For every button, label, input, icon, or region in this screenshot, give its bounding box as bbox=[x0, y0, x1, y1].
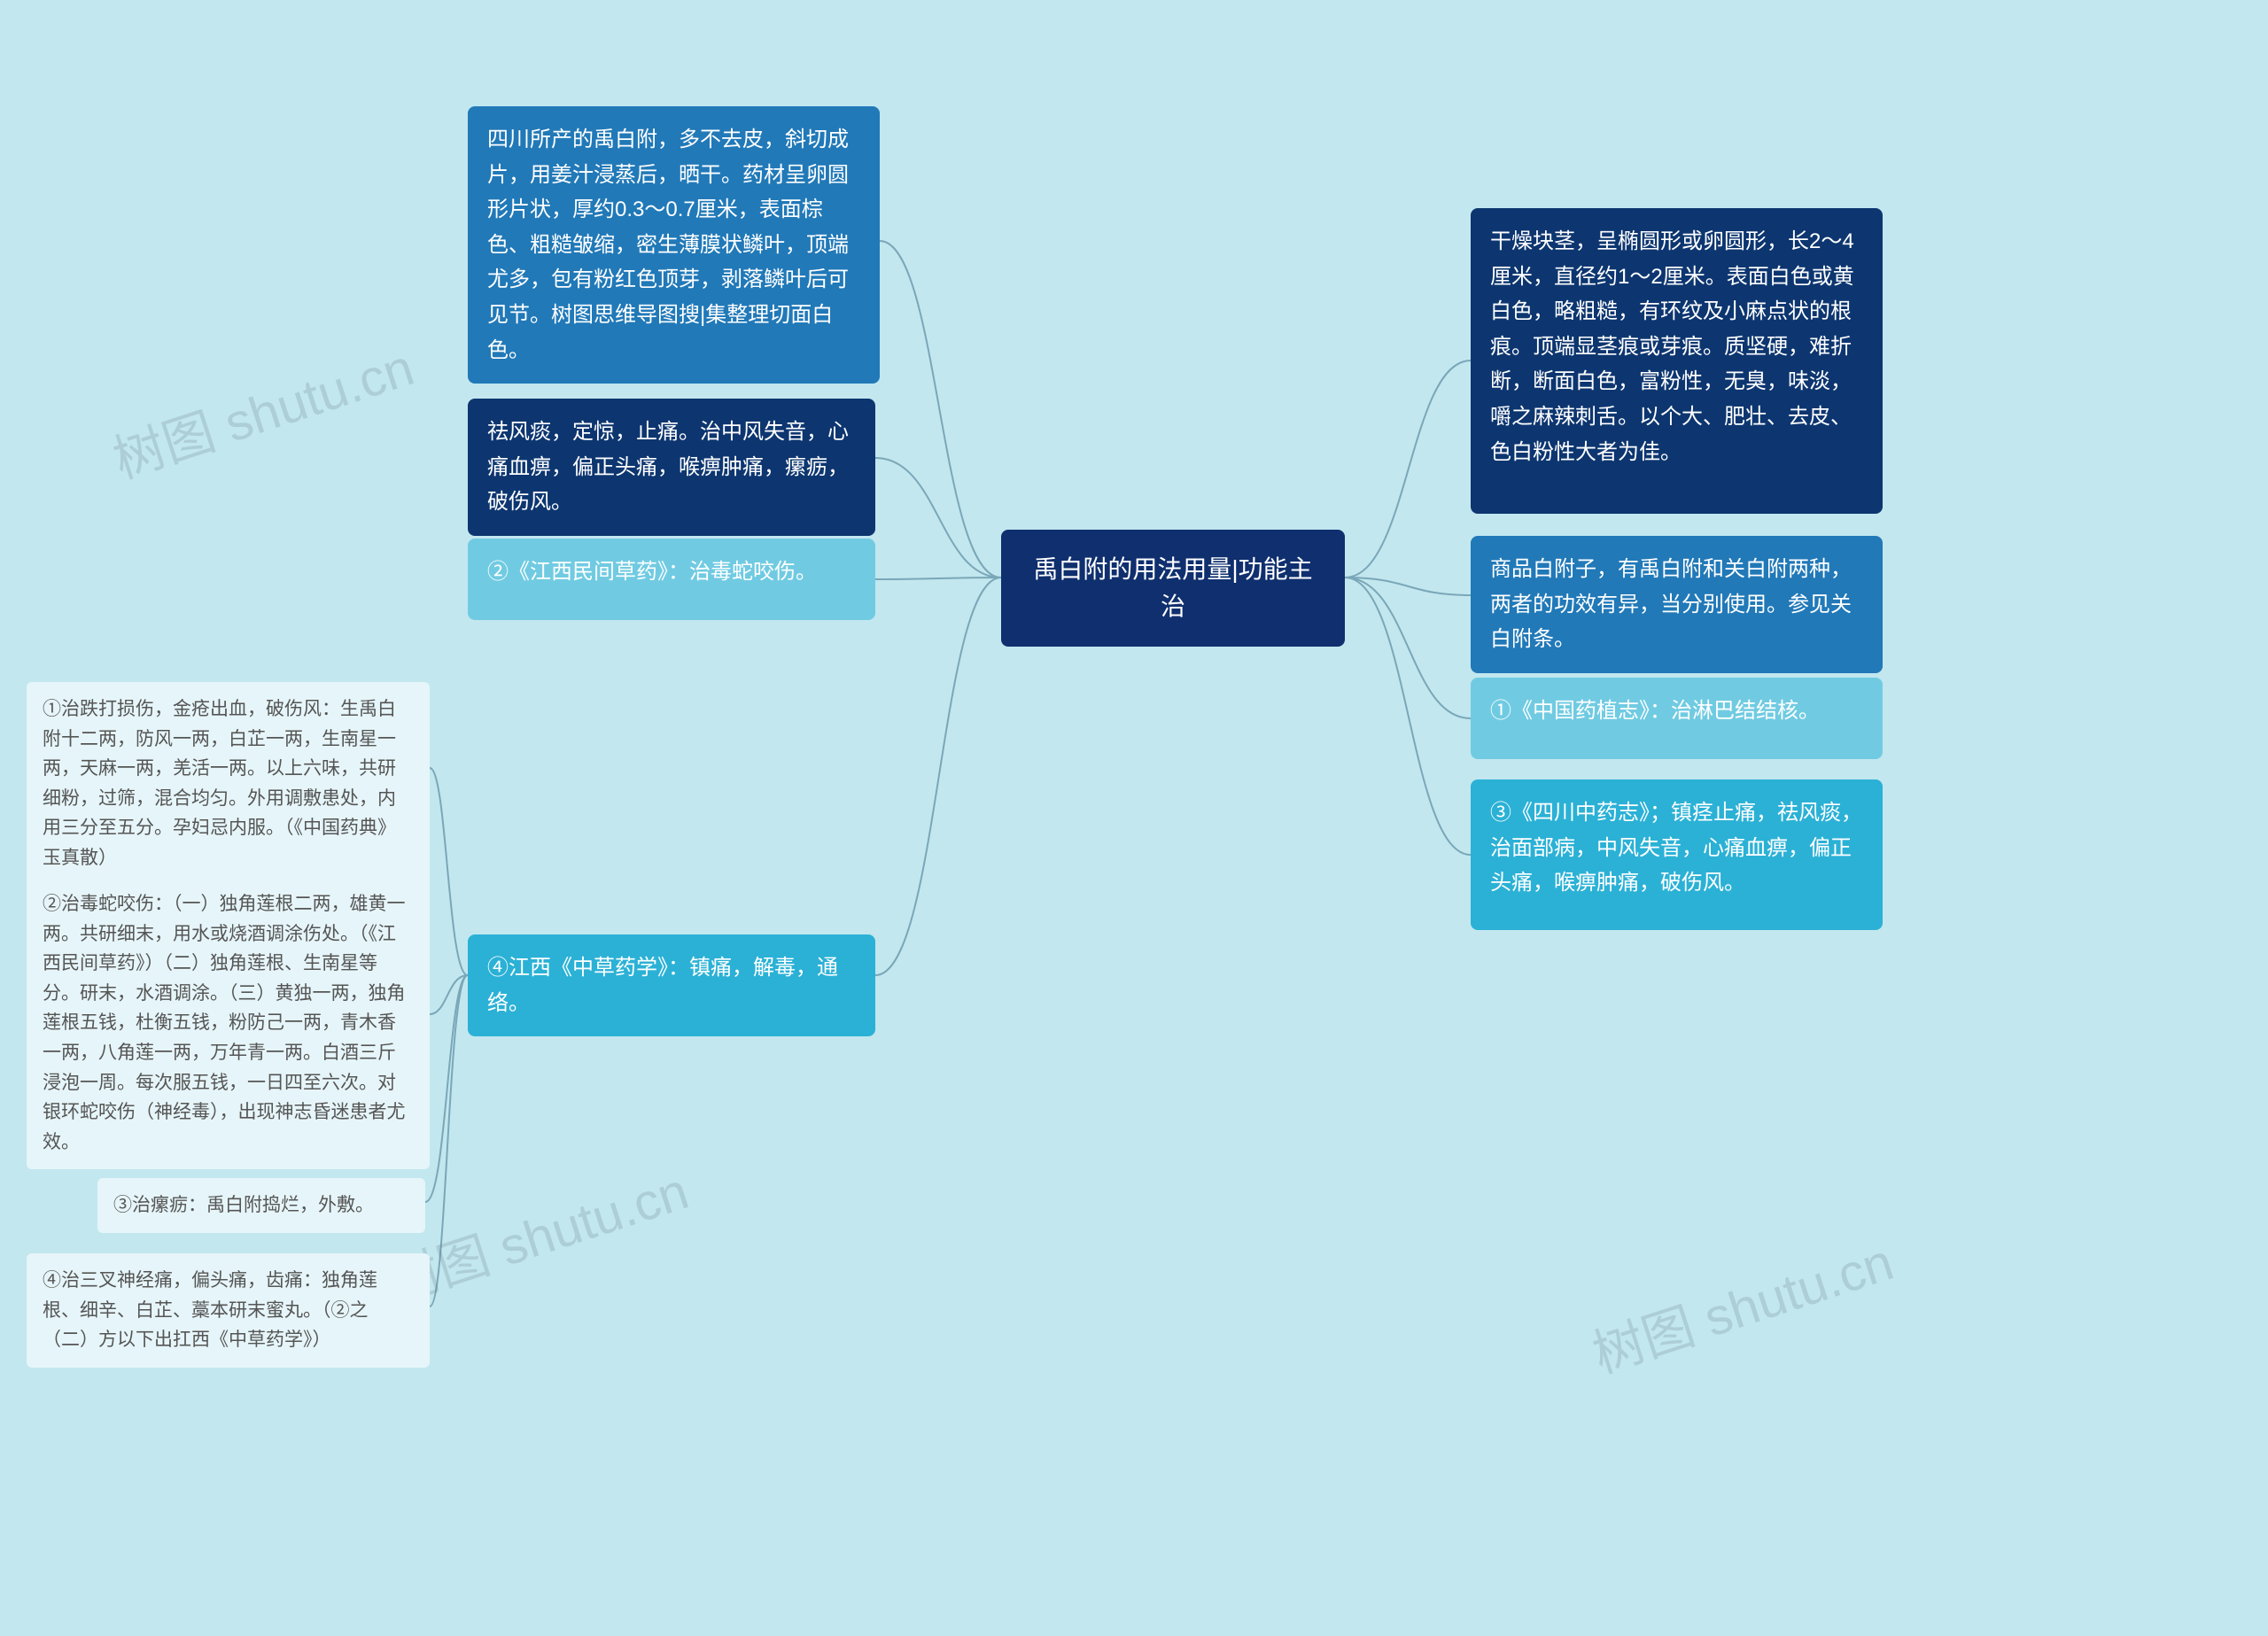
node-right-1: 干燥块茎，呈椭圆形或卵圆形，长2～4厘米，直径约1～2厘米。表面白色或黄白色，略… bbox=[1471, 208, 1883, 514]
node-left-3: ②《江西民间草药》：治毒蛇咬伤。 bbox=[468, 539, 875, 620]
node-right-4: ③《四川中药志》；镇痉止痛，祛风痰，治面部病，中风失音，心痛血痹，偏正头痛，喉痹… bbox=[1471, 779, 1883, 930]
leaf-l4a: ①治跌打损伤，金疮出血，破伤风：生禹白附十二两，防风一两，白芷一两，生南星一两，… bbox=[27, 682, 430, 886]
node-left-4: ④江西《中草药学》：镇痛，解毒，通络。 bbox=[468, 934, 875, 1036]
node-right-3: ①《中国药植志》：治淋巴结结核。 bbox=[1471, 678, 1883, 759]
leaf-l4d: ④治三叉神经痛，偏头痛，齿痛：独角莲根、细辛、白芷、藁本研末蜜丸。（②之（二）方… bbox=[27, 1253, 430, 1368]
node-right-2: 商品白附子，有禹白附和关白附两种，两者的功效有异，当分别使用。参见关白附条。 bbox=[1471, 536, 1883, 673]
node-left-1: 四川所产的禹白附，多不去皮，斜切成片，用姜汁浸蒸后，晒干。药材呈卵圆形片状，厚约… bbox=[468, 106, 880, 384]
leaf-l4c: ③治瘰疬：禹白附捣烂，外敷。 bbox=[97, 1178, 425, 1233]
leaf-l4b: ②治毒蛇咬伤：（一）独角莲根二两，雄黄一两。共研细末，用水或烧酒调涂伤处。（《江… bbox=[27, 877, 430, 1169]
watermark: 树图 shutu.cn bbox=[103, 326, 422, 492]
watermark: 树图 shutu.cn bbox=[1582, 1221, 1901, 1387]
central-node: 禹白附的用法用量|功能主治 bbox=[1001, 530, 1345, 647]
node-left-2: 祛风痰，定惊，止痛。治中风失音，心痛血痹，偏正头痛，喉痹肿痛，瘰疬，破伤风。 bbox=[468, 399, 875, 536]
